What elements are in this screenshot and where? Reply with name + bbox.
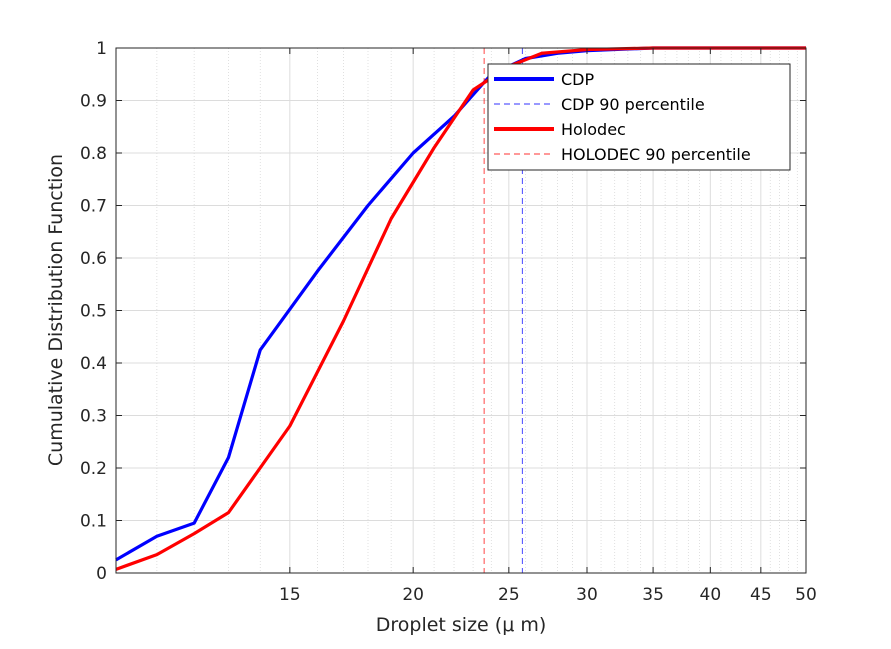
x-tick-label: 40 <box>700 585 722 605</box>
y-tick-label: 0.2 <box>80 459 107 479</box>
legend-label: HOLODEC 90 percentile <box>561 145 751 164</box>
axes-layer <box>115 47 807 574</box>
y-tick-label: 0.5 <box>80 302 107 322</box>
y-tick-label: 0.6 <box>80 249 107 269</box>
x-tick-label: 30 <box>576 585 598 605</box>
y-tick-label: 0.9 <box>80 92 107 112</box>
y-tick-label: 0.8 <box>80 144 107 164</box>
legend-label: CDP <box>561 70 594 89</box>
x-tick-label: 45 <box>750 585 772 605</box>
legend-label: Holodec <box>561 120 626 139</box>
y-tick-label: 0.3 <box>80 407 107 427</box>
x-tick-label: 50 <box>795 585 817 605</box>
y-axis-label: Cumulative Distribution Function <box>45 154 67 466</box>
x-tick-label: 35 <box>642 585 664 605</box>
y-tick-label: 1 <box>96 39 107 59</box>
legend-label: CDP 90 percentile <box>561 95 705 114</box>
legend-box <box>487 63 791 171</box>
y-tick-label: 0.4 <box>80 354 107 374</box>
x-tick-label: 25 <box>498 585 520 605</box>
x-axis-label: Droplet size (μ m) <box>376 614 547 636</box>
tick-layer: 15 20 25 30 35 40 45 50 0 0.1 0.2 0.3 0.4 0.5 0.6 0.7 0.… <box>80 39 817 605</box>
y-tick-label: 0.1 <box>80 512 107 532</box>
y-tick-label: 0.7 <box>80 197 107 217</box>
y-tick-label: 0 <box>96 564 107 584</box>
legend: CDP CDP 90 percentile Holodec HOLODEC 90 pe… <box>487 63 791 171</box>
x-tick-label: 15 <box>279 585 301 605</box>
x-tick-label: 20 <box>402 585 424 605</box>
